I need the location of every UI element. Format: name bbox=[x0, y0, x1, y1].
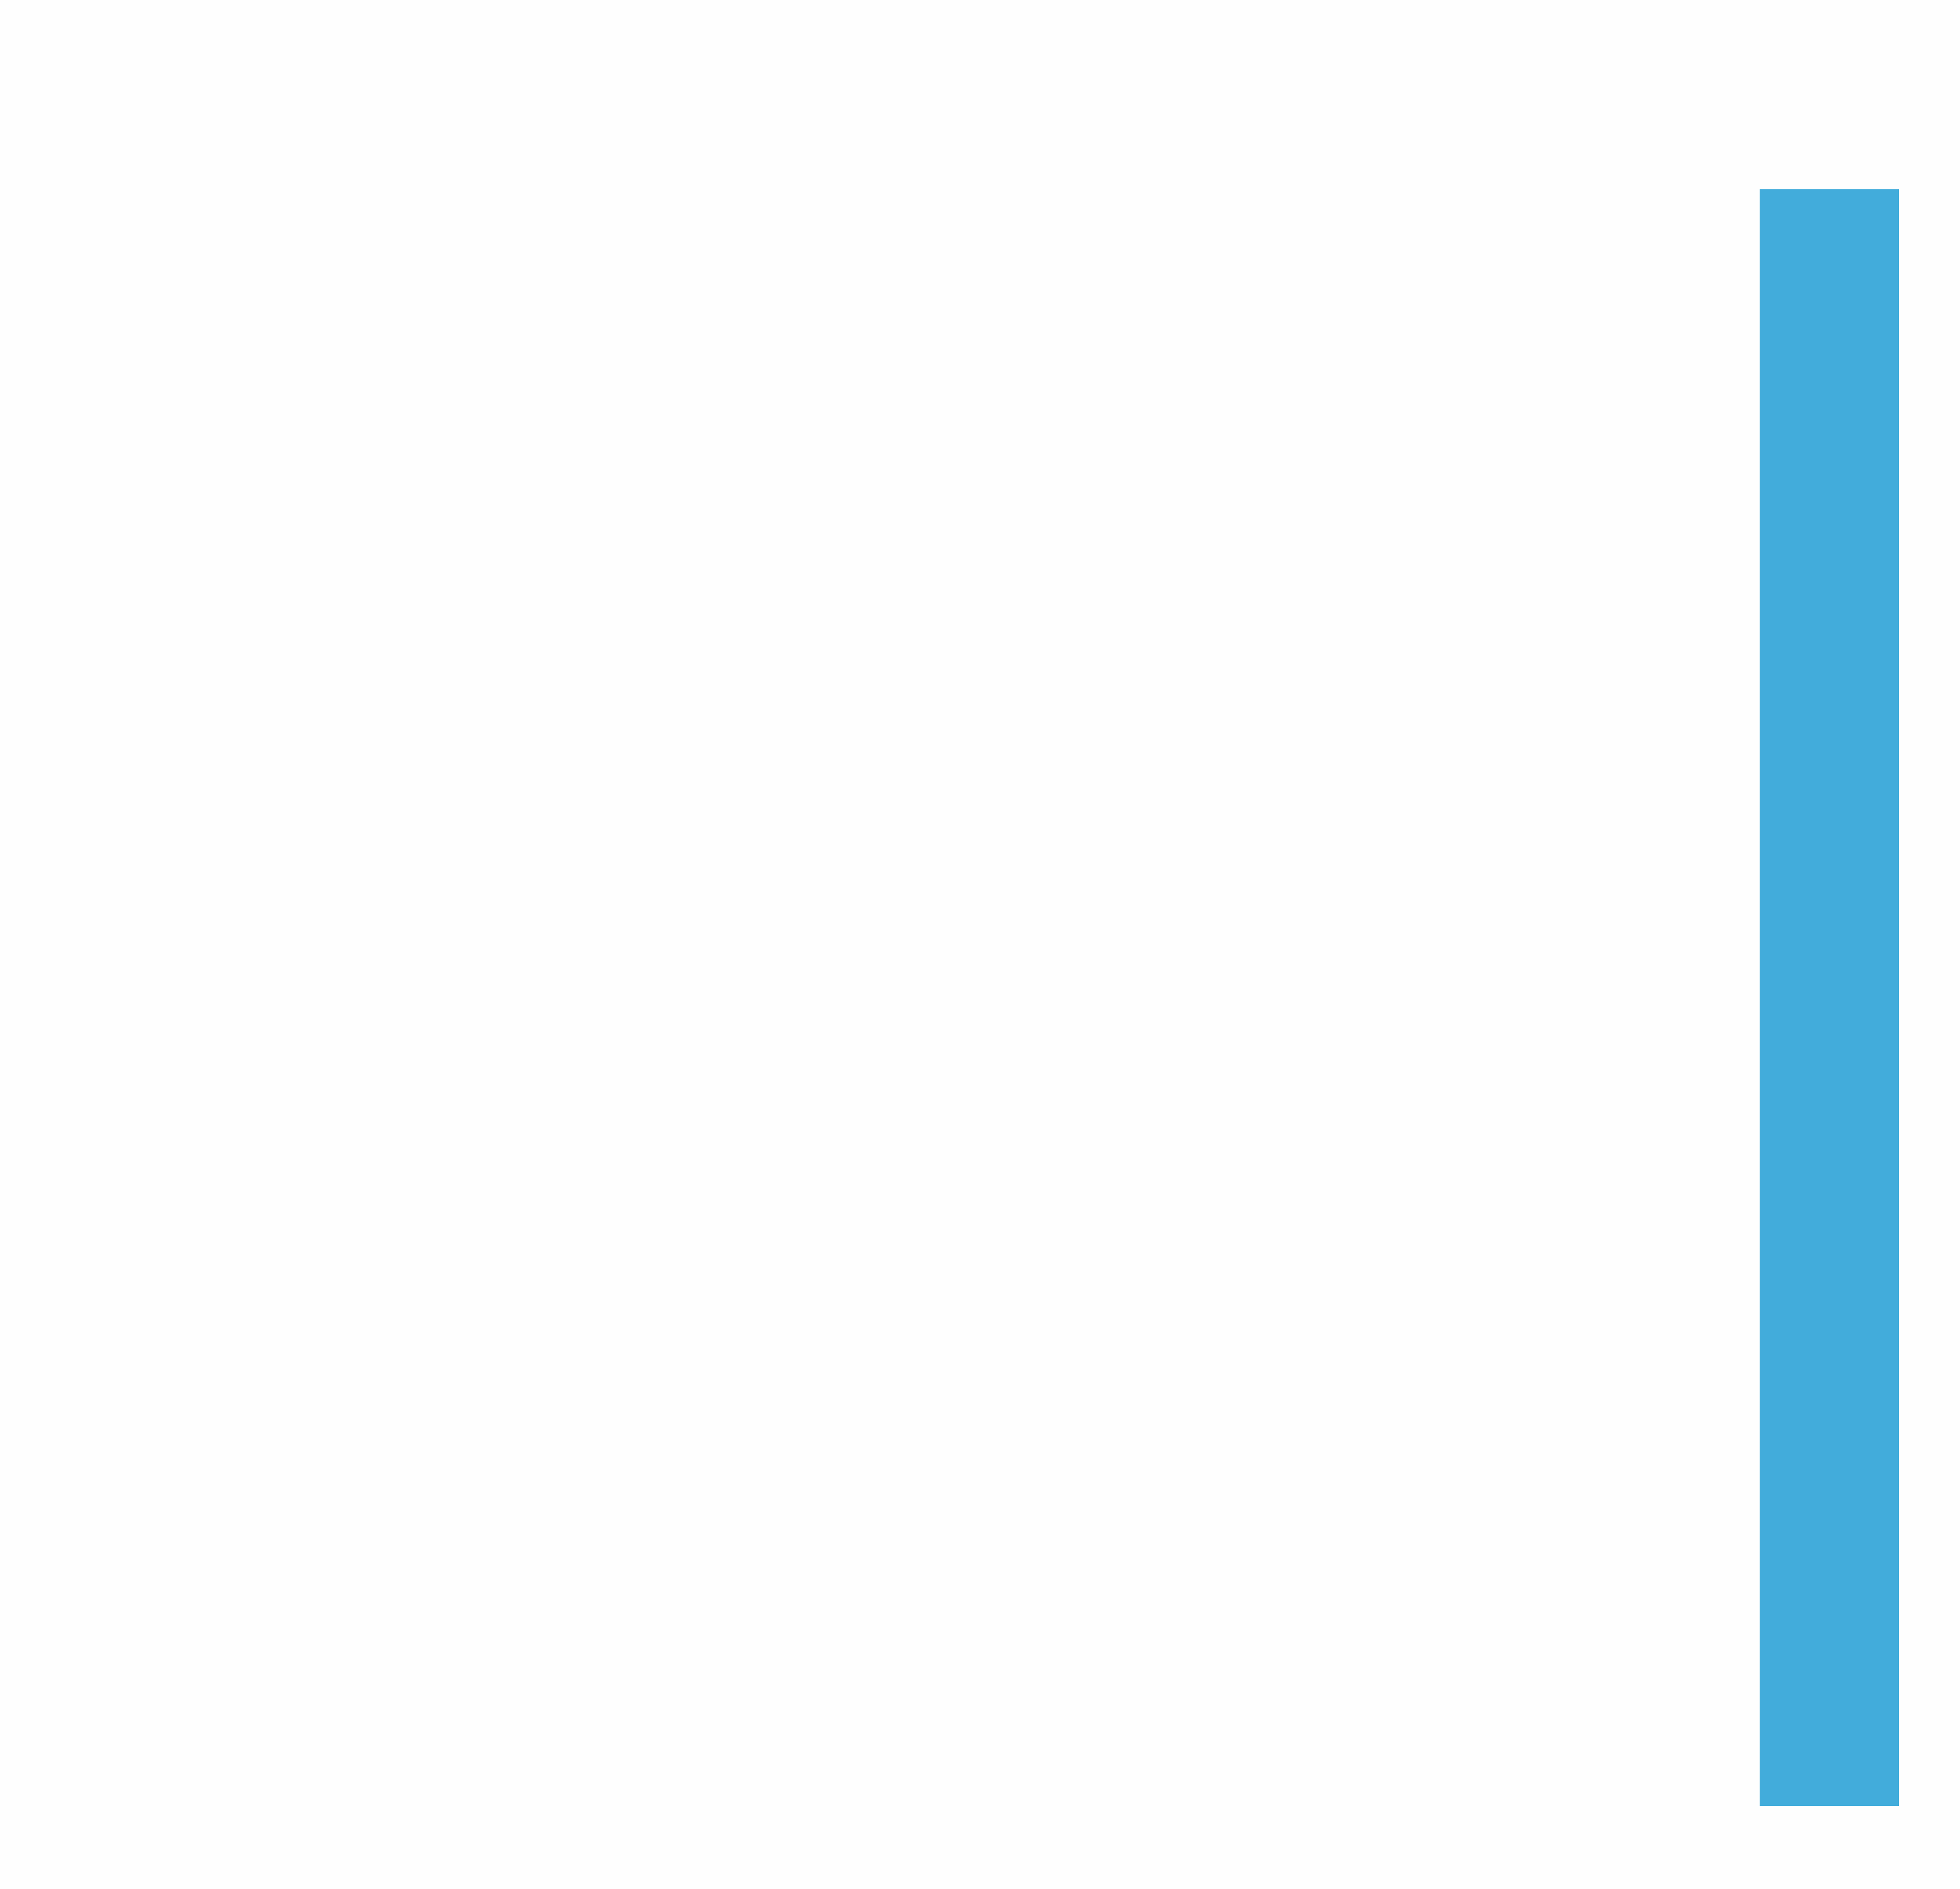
vertical-blue-bar bbox=[1760, 189, 1899, 1806]
